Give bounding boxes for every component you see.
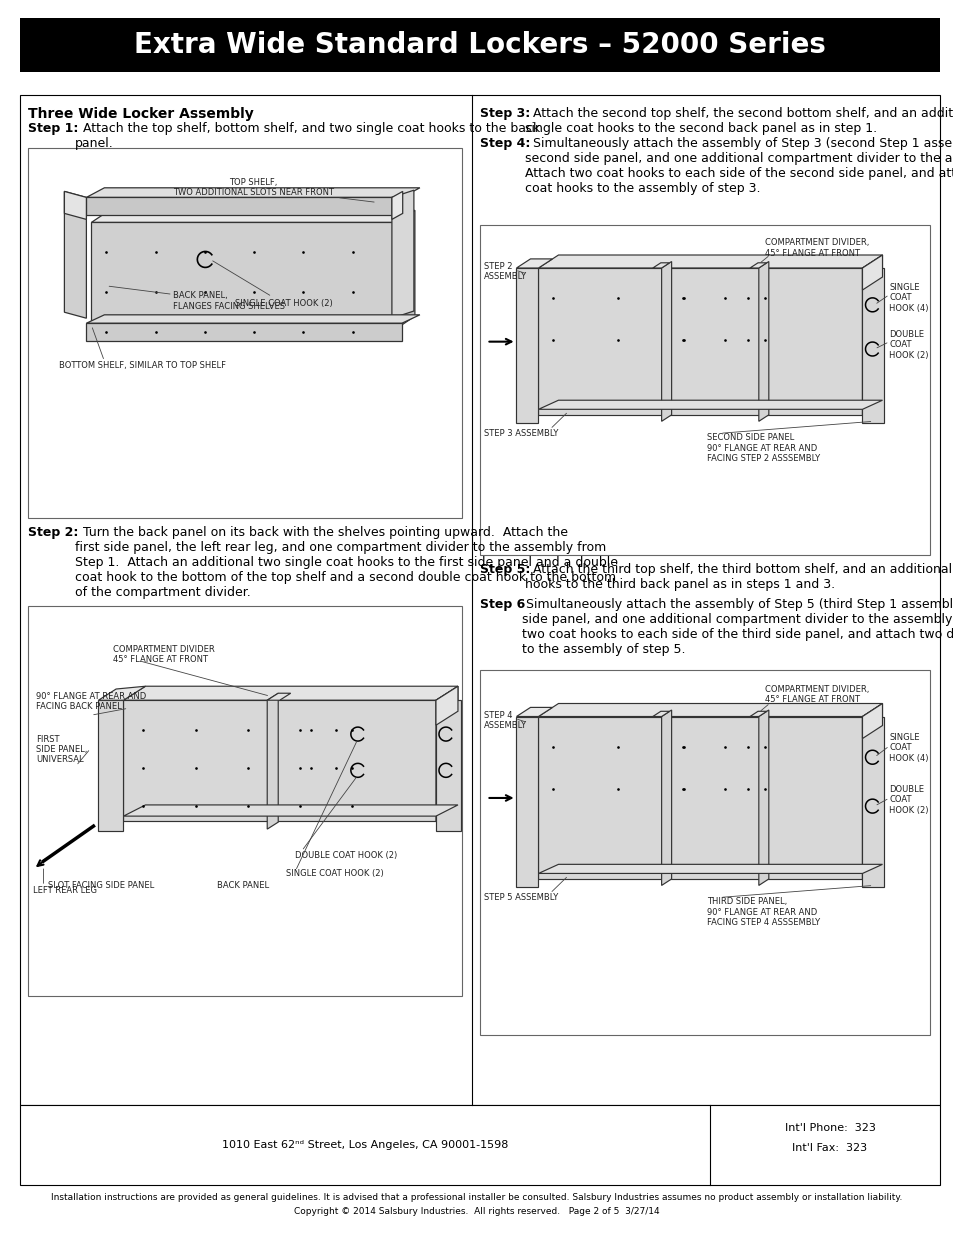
Polygon shape — [87, 188, 419, 198]
Text: SINGLE COAT HOOK (2): SINGLE COAT HOOK (2) — [286, 869, 383, 878]
Polygon shape — [661, 262, 671, 421]
Text: DOUBLE COAT HOOK (2): DOUBLE COAT HOOK (2) — [295, 851, 397, 860]
Polygon shape — [98, 687, 145, 700]
Polygon shape — [123, 687, 457, 700]
Polygon shape — [436, 687, 457, 725]
Polygon shape — [98, 700, 123, 831]
Polygon shape — [267, 693, 278, 829]
Text: Step 2:: Step 2: — [28, 526, 78, 538]
Bar — [479, 671, 929, 1035]
Polygon shape — [862, 254, 882, 415]
Text: Installation instructions are provided as general guidelines. It is advised that: Installation instructions are provided a… — [51, 1193, 902, 1202]
Text: SINGLE
COAT
HOOK (4): SINGLE COAT HOOK (4) — [888, 732, 928, 762]
Polygon shape — [396, 210, 415, 329]
Polygon shape — [516, 708, 552, 716]
Polygon shape — [537, 254, 882, 268]
Text: Step 6: Step 6 — [479, 598, 525, 611]
Bar — [20, 1105, 939, 1186]
Text: Attach the second top shelf, the second bottom shelf, and an additional two
sing: Attach the second top shelf, the second … — [524, 107, 953, 135]
Polygon shape — [87, 324, 401, 341]
Polygon shape — [652, 711, 669, 716]
Text: COMPARTMENT DIVIDER,
45° FLANGE AT FRONT: COMPARTMENT DIVIDER, 45° FLANGE AT FRONT — [764, 238, 869, 258]
Text: STEP 2
ASSEMBLY: STEP 2 ASSEMBLY — [483, 262, 527, 282]
Text: Three Wide Locker Assembly: Three Wide Locker Assembly — [28, 107, 253, 121]
Text: FIRST
SIDE PANEL,
UNIVERSAL: FIRST SIDE PANEL, UNIVERSAL — [36, 735, 88, 764]
Polygon shape — [862, 254, 882, 290]
Text: DOUBLE
COAT
HOOK (2): DOUBLE COAT HOOK (2) — [888, 785, 928, 815]
Text: 1010 East 62ⁿᵈ Street, Los Angeles, CA 90001-1598: 1010 East 62ⁿᵈ Street, Los Angeles, CA 9… — [222, 1140, 508, 1150]
Polygon shape — [749, 711, 766, 716]
Polygon shape — [537, 864, 882, 873]
Polygon shape — [65, 191, 87, 220]
Text: Int'l Phone:  323: Int'l Phone: 323 — [783, 1123, 875, 1132]
Text: THIRD SIDE PANEL,
90° FLANGE AT REAR AND
FACING STEP 4 ASSSEMBLY: THIRD SIDE PANEL, 90° FLANGE AT REAR AND… — [706, 898, 820, 927]
Polygon shape — [516, 259, 552, 268]
Text: Copyright © 2014 Salsbury Industries.  All rights reserved.   Page 2 of 5  3/27/: Copyright © 2014 Salsbury Industries. Al… — [294, 1207, 659, 1216]
Bar — [20, 19, 939, 72]
Text: Step 4:: Step 4: — [479, 137, 530, 149]
Text: Simultaneously attach the assembly of Step 3 (second Step 1 assembly), the
secon: Simultaneously attach the assembly of St… — [524, 137, 953, 195]
Text: Step 3:: Step 3: — [479, 107, 530, 120]
Text: Step 5:: Step 5: — [479, 563, 530, 576]
Polygon shape — [516, 268, 537, 424]
Polygon shape — [91, 222, 396, 329]
Text: STEP 5 ASSEMBLY: STEP 5 ASSEMBLY — [483, 893, 558, 903]
Text: LEFT REAR LEG: LEFT REAR LEG — [33, 887, 97, 895]
Text: BACK PANEL: BACK PANEL — [217, 881, 269, 890]
Text: DOUBLE
COAT
HOOK (2): DOUBLE COAT HOOK (2) — [888, 330, 928, 359]
Text: Attach the top shelf, bottom shelf, and two single coat hooks to the back
panel.: Attach the top shelf, bottom shelf, and … — [75, 122, 539, 149]
Text: SINGLE
COAT
HOOK (4): SINGLE COAT HOOK (4) — [888, 283, 928, 312]
Polygon shape — [537, 704, 882, 716]
Text: Simultaneously attach the assembly of Step 5 (third Step 1 assembly), the third
: Simultaneously attach the assembly of St… — [521, 598, 953, 656]
Bar — [479, 225, 929, 555]
Polygon shape — [862, 704, 882, 879]
Polygon shape — [862, 716, 883, 888]
Polygon shape — [749, 263, 766, 268]
Polygon shape — [862, 704, 882, 739]
Polygon shape — [862, 268, 883, 424]
Text: 90° FLANGE AT REAR AND
FACING BACK PANEL: 90° FLANGE AT REAR AND FACING BACK PANEL — [36, 692, 146, 711]
Text: Attach the third top shelf, the third bottom shelf, and an additional two coat
h: Attach the third top shelf, the third bo… — [524, 563, 953, 592]
Text: COMPARTMENT DIVIDER
45° FLANGE AT FRONT: COMPARTMENT DIVIDER 45° FLANGE AT FRONT — [113, 645, 215, 664]
Polygon shape — [516, 716, 537, 888]
Polygon shape — [537, 400, 882, 409]
Text: TOP SHELF,
TWO ADDITIONAL SLOTS NEAR FRONT: TOP SHELF, TWO ADDITIONAL SLOTS NEAR FRO… — [173, 178, 374, 203]
Polygon shape — [65, 191, 87, 319]
Polygon shape — [392, 190, 414, 319]
Polygon shape — [758, 262, 768, 421]
Text: Turn the back panel on its back with the shelves pointing upward.  Attach the
fi: Turn the back panel on its back with the… — [75, 526, 618, 599]
Text: BACK PANEL,
FLANGES FACING SHELVES: BACK PANEL, FLANGES FACING SHELVES — [172, 291, 285, 310]
Text: BOTTOM SHELF, SIMILAR TO TOP SHELF: BOTTOM SHELF, SIMILAR TO TOP SHELF — [59, 361, 226, 370]
Polygon shape — [537, 268, 862, 415]
Polygon shape — [758, 710, 768, 885]
Polygon shape — [87, 315, 419, 324]
Text: SINGLE COAT HOOK (2): SINGLE COAT HOOK (2) — [213, 261, 333, 309]
Text: Step 1:: Step 1: — [28, 122, 78, 135]
Polygon shape — [123, 805, 457, 816]
Polygon shape — [392, 191, 402, 220]
Polygon shape — [123, 700, 436, 821]
Polygon shape — [91, 210, 415, 222]
Bar — [20, 95, 939, 1105]
Polygon shape — [267, 693, 291, 700]
Text: COMPARTMENT DIVIDER,
45° FLANGE AT FRONT: COMPARTMENT DIVIDER, 45° FLANGE AT FRONT — [764, 684, 869, 704]
Text: Int'l Fax:  323: Int'l Fax: 323 — [792, 1144, 866, 1153]
Polygon shape — [652, 263, 669, 268]
Bar — [28, 606, 461, 995]
Polygon shape — [436, 687, 457, 821]
Polygon shape — [537, 716, 862, 879]
Bar — [28, 148, 461, 517]
Polygon shape — [87, 198, 401, 215]
Text: Extra Wide Standard Lockers – 52000 Series: Extra Wide Standard Lockers – 52000 Seri… — [134, 31, 825, 59]
Text: SECOND SIDE PANEL
90° FLANGE AT REAR AND
FACING STEP 2 ASSSEMBLY: SECOND SIDE PANEL 90° FLANGE AT REAR AND… — [706, 433, 820, 463]
Text: SLOT FACING SIDE PANEL: SLOT FACING SIDE PANEL — [49, 881, 154, 890]
Text: STEP 3 ASSEMBLY: STEP 3 ASSEMBLY — [483, 430, 558, 438]
Polygon shape — [661, 710, 671, 885]
Polygon shape — [436, 700, 460, 831]
Text: STEP 4
ASSEMBLY: STEP 4 ASSEMBLY — [483, 710, 527, 730]
